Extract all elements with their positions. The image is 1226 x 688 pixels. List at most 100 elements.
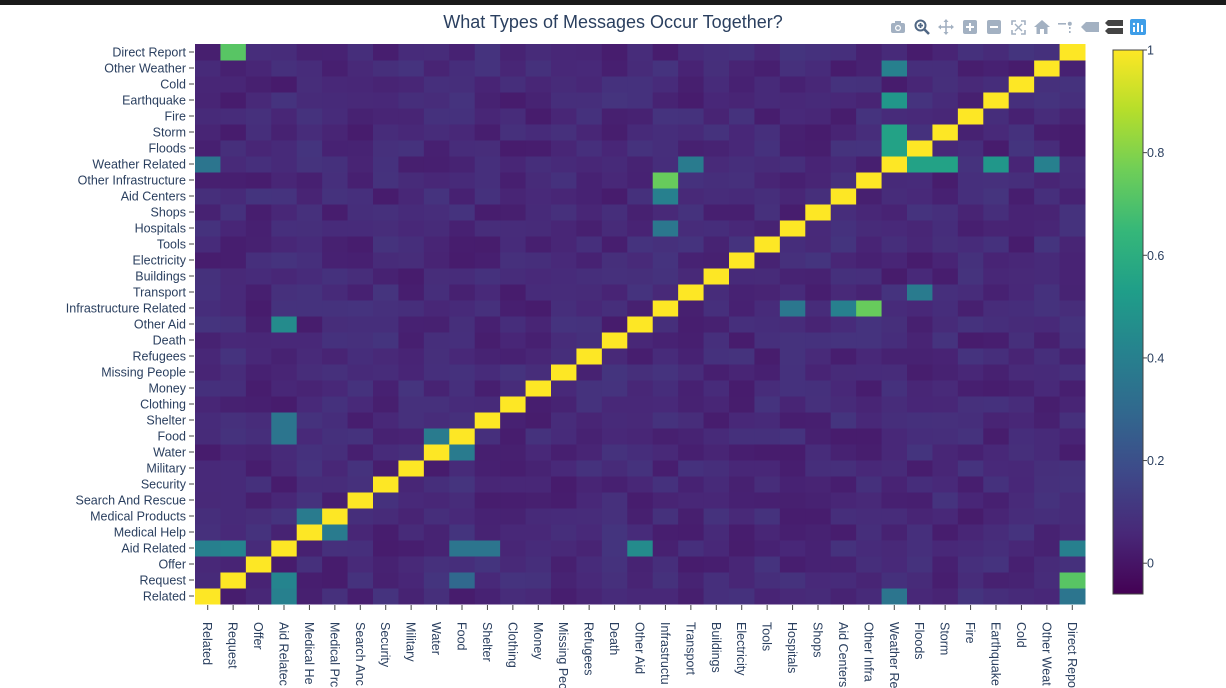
heatmap-cell[interactable] — [881, 460, 908, 477]
heatmap-cell[interactable] — [805, 572, 832, 589]
heatmap-cell[interactable] — [779, 508, 806, 525]
heatmap-cell[interactable] — [703, 92, 730, 109]
heatmap-cell[interactable] — [729, 60, 755, 77]
heatmap-cell[interactable] — [703, 236, 730, 253]
heatmap-cell[interactable] — [805, 316, 832, 333]
heatmap-cell[interactable] — [500, 572, 527, 589]
heatmap-cell[interactable] — [220, 572, 247, 589]
heatmap-cell[interactable] — [449, 108, 476, 125]
heatmap-cell[interactable] — [881, 556, 908, 573]
heatmap-cell[interactable] — [1008, 588, 1035, 605]
heatmap-cell[interactable] — [474, 444, 501, 461]
heatmap-cell[interactable] — [1059, 76, 1086, 93]
heatmap-cell[interactable] — [296, 572, 323, 589]
heatmap-cell[interactable] — [220, 108, 247, 125]
heatmap-cell[interactable] — [500, 252, 527, 269]
heatmap-cell[interactable] — [1034, 412, 1061, 429]
heatmap-cell[interactable] — [500, 316, 527, 333]
heatmap-cell[interactable] — [271, 92, 298, 109]
heatmap-cell[interactable] — [271, 348, 298, 365]
heatmap-cell[interactable] — [220, 300, 247, 317]
heatmap-cell[interactable] — [195, 460, 221, 477]
heatmap-cell[interactable] — [1034, 444, 1061, 461]
heatmap-cell[interactable] — [652, 60, 679, 77]
heatmap-cell[interactable] — [601, 572, 628, 589]
heatmap-cell[interactable] — [347, 76, 374, 93]
heatmap-cell[interactable] — [423, 252, 450, 269]
heatmap-cell[interactable] — [932, 76, 959, 93]
heatmap-cell[interactable] — [551, 236, 577, 253]
heatmap-cell[interactable] — [601, 524, 628, 541]
heatmap-cell[interactable] — [805, 348, 832, 365]
heatmap-cell[interactable] — [398, 556, 425, 573]
heatmap-cell[interactable] — [881, 188, 908, 205]
heatmap-cell[interactable] — [423, 156, 450, 173]
heatmap-cell[interactable] — [245, 140, 272, 157]
heatmap-cell[interactable] — [398, 428, 425, 445]
heatmap-cell[interactable] — [271, 508, 298, 525]
heatmap-cell[interactable] — [449, 252, 476, 269]
heatmap-cell[interactable] — [449, 92, 476, 109]
heatmap-cell[interactable] — [296, 508, 323, 525]
heatmap-cell[interactable] — [754, 44, 781, 61]
heatmap-cell[interactable] — [983, 348, 1010, 365]
heatmap-cell[interactable] — [245, 316, 272, 333]
heatmap-cell[interactable] — [601, 540, 628, 557]
heatmap-cell[interactable] — [551, 396, 577, 413]
heatmap-cell[interactable] — [703, 556, 730, 573]
heatmap-cell[interactable] — [500, 60, 527, 77]
heatmap-cell[interactable] — [1008, 300, 1035, 317]
heatmap-cell[interactable] — [1008, 44, 1035, 61]
heatmap-cell[interactable] — [245, 268, 272, 285]
heatmap-cell[interactable] — [1059, 492, 1086, 509]
heatmap-cell[interactable] — [296, 492, 323, 509]
heatmap-cell[interactable] — [907, 284, 933, 301]
heatmap-cell[interactable] — [271, 44, 298, 61]
heatmap-cell[interactable] — [373, 108, 399, 125]
heatmap-cell[interactable] — [373, 76, 399, 93]
heatmap-cell[interactable] — [398, 60, 425, 77]
heatmap-cell[interactable] — [296, 140, 323, 157]
heatmap-cell[interactable] — [525, 300, 552, 317]
heatmap-cell[interactable] — [830, 268, 857, 285]
heatmap-cell[interactable] — [856, 508, 883, 525]
heatmap-cell[interactable] — [779, 556, 806, 573]
heatmap-cell[interactable] — [474, 572, 501, 589]
heatmap-cell[interactable] — [347, 236, 374, 253]
heatmap-cell[interactable] — [322, 412, 349, 429]
heatmap-cell[interactable] — [195, 524, 221, 541]
heatmap-cell[interactable] — [805, 492, 832, 509]
heatmap-cell[interactable] — [957, 284, 984, 301]
heatmap-cell[interactable] — [779, 444, 806, 461]
heatmap-cell[interactable] — [805, 92, 832, 109]
heatmap-cell[interactable] — [551, 524, 577, 541]
heatmap-cell[interactable] — [474, 492, 501, 509]
heatmap-cell[interactable] — [754, 348, 781, 365]
heatmap-cell[interactable] — [551, 492, 577, 509]
heatmap-cell[interactable] — [576, 556, 603, 573]
heatmap-cell[interactable] — [195, 332, 221, 349]
heatmap-cell[interactable] — [398, 92, 425, 109]
heatmap-cell[interactable] — [703, 444, 730, 461]
heatmap-cell[interactable] — [347, 524, 374, 541]
heatmap-cell[interactable] — [932, 364, 959, 381]
heatmap-cell[interactable] — [373, 284, 399, 301]
heatmap-cell[interactable] — [601, 284, 628, 301]
heatmap-cell[interactable] — [296, 236, 323, 253]
heatmap-cell[interactable] — [1008, 236, 1035, 253]
heatmap-cell[interactable] — [907, 444, 933, 461]
heatmap-cell[interactable] — [551, 412, 577, 429]
heatmap-cell[interactable] — [907, 108, 933, 125]
heatmap-cell[interactable] — [220, 524, 247, 541]
heatmap-cell[interactable] — [271, 236, 298, 253]
heatmap-cell[interactable] — [1059, 380, 1086, 397]
heatmap-cell[interactable] — [474, 316, 501, 333]
heatmap-cell[interactable] — [805, 540, 832, 557]
heatmap-cell[interactable] — [678, 460, 705, 477]
heatmap-cell[interactable] — [754, 492, 781, 509]
heatmap-cell[interactable] — [398, 540, 425, 557]
heatmap-cell[interactable] — [1059, 524, 1086, 541]
heatmap-cell[interactable] — [703, 508, 730, 525]
heatmap-cell[interactable] — [907, 92, 933, 109]
heatmap-cell[interactable] — [856, 428, 883, 445]
